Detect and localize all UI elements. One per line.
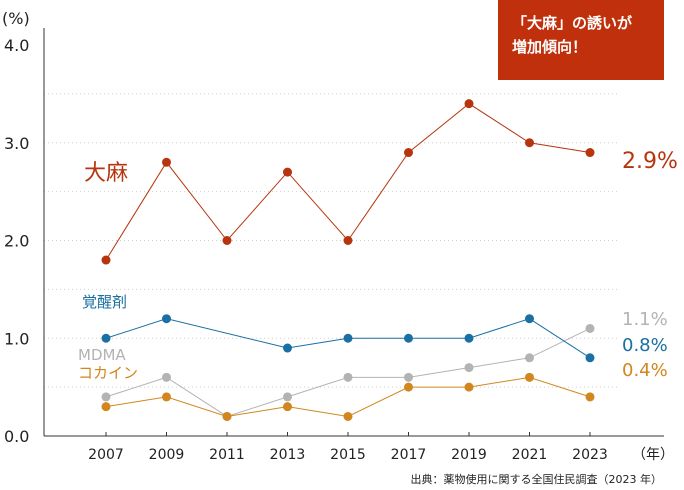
data-point-cocaine (585, 392, 595, 402)
data-point-cannabis (162, 157, 171, 167)
y-tick-label: 2.0 (4, 232, 29, 251)
data-point-stimulants (404, 333, 413, 343)
data-point-cocaine (464, 382, 474, 392)
x-tick-label: 2017 (391, 447, 427, 463)
end-label-stimulants: 0.8% (622, 335, 668, 356)
y-tick-label: 0.0 (4, 427, 29, 446)
y-tick-labels: 4.0 3.0 2.0 1.0 0.0 (4, 36, 29, 446)
data-point-cannabis (101, 255, 111, 265)
callout-line-2: 増加傾向！ (512, 38, 588, 56)
data-point-stimulants (283, 343, 292, 353)
data-point-cannabis (343, 236, 353, 245)
data-point-cannabis (283, 167, 292, 177)
data-point-stimulants (585, 353, 595, 363)
y-tick-label: 3.0 (4, 134, 29, 153)
data-point-cocaine (283, 402, 292, 412)
series-label-stimulants: 覚醒剤 (82, 293, 127, 311)
data-point-mdma (101, 392, 111, 402)
end-label-mdma: 1.1% (622, 309, 668, 330)
data-point-cannabis (222, 236, 232, 245)
callout-box: 「大麻」の誘いが 増加傾向！ (498, 0, 664, 80)
source-note: 出典：薬物使用に関する全国住民調査（2023 年） (410, 473, 663, 486)
x-tick-label: 2009 (149, 447, 185, 463)
data-point-stimulants (101, 333, 111, 343)
data-point-mdma (343, 372, 353, 382)
x-tick-label: 2011 (209, 447, 245, 463)
end-label-cannabis: 2.9% (622, 149, 678, 174)
data-point-stimulants (162, 314, 171, 324)
series-label-cocaine: コカイン (78, 364, 138, 382)
data-point-stimulants (464, 333, 474, 343)
series-lines (101, 99, 595, 421)
data-point-mdma (464, 363, 474, 373)
x-tick-label: 2021 (512, 447, 548, 463)
data-point-mdma (525, 353, 534, 363)
data-point-cannabis (585, 148, 595, 158)
series-label-mdma: MDMA (78, 346, 126, 364)
y-tick-label: 1.0 (4, 329, 29, 348)
x-tick-labels: 2007 2009 2011 2013 2015 2017 2019 2021 2023 (88, 432, 608, 463)
data-point-cannabis (464, 99, 474, 109)
data-point-cocaine (525, 372, 534, 382)
data-point-cannabis (404, 148, 413, 158)
y-tick-label: 4.0 (4, 36, 29, 55)
data-point-cocaine (343, 411, 353, 421)
data-point-cocaine (162, 392, 171, 402)
callout-line-1: 「大麻」の誘いが (512, 14, 633, 32)
data-point-mdma (283, 392, 292, 402)
data-point-mdma (404, 372, 413, 382)
x-tick-label: 2019 (451, 447, 487, 463)
series-label-cannabis: 大麻 (84, 161, 128, 186)
data-point-mdma (585, 323, 595, 333)
data-point-stimulants (343, 333, 353, 343)
y-unit-label: (%) (2, 9, 30, 28)
x-tick-label: 2013 (270, 447, 306, 463)
data-point-mdma (162, 372, 171, 382)
end-label-cocaine: 0.4% (622, 360, 668, 381)
series-line-stimulants (105, 318, 591, 359)
data-point-cocaine (222, 411, 232, 421)
grid-lines (44, 93, 620, 388)
data-point-stimulants (525, 314, 534, 324)
data-point-cocaine (101, 402, 111, 412)
x-tick-label: 2023 (572, 447, 608, 463)
series-line-cocaine (105, 376, 591, 417)
data-point-cocaine (404, 382, 413, 392)
x-tick-label: 2015 (330, 447, 366, 463)
x-tick-label: 2007 (88, 447, 124, 463)
data-point-cannabis (525, 138, 534, 148)
x-unit-label: （年） (632, 447, 674, 463)
